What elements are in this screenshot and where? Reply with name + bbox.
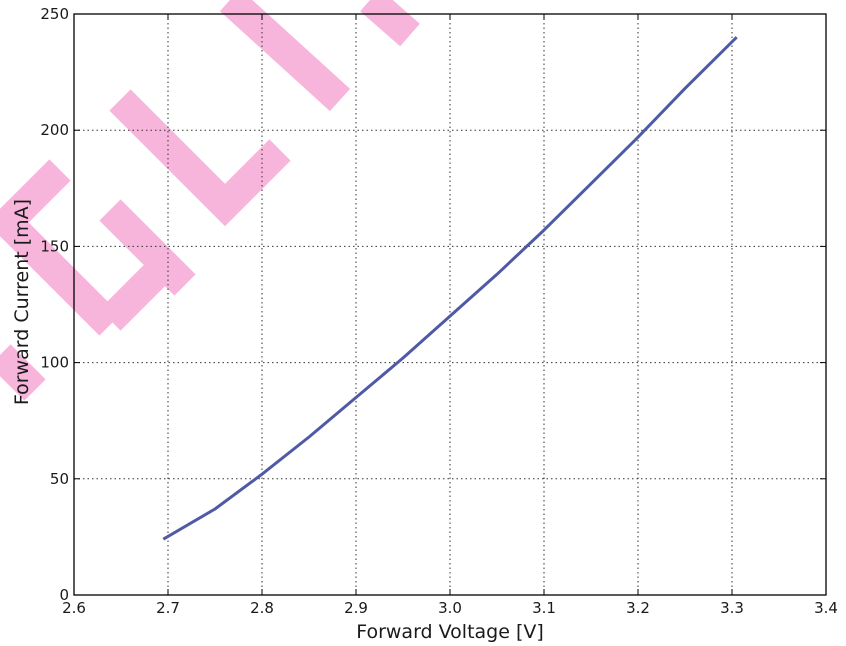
x-tick-label: 3.4 [814, 599, 838, 617]
y-axis-title: Forward Current [mA] [11, 199, 33, 405]
x-axis-title: Forward Voltage [V] [356, 621, 544, 643]
x-tick-label: 2.8 [250, 599, 274, 617]
y-tick-label: 200 [40, 121, 69, 139]
x-tick-label: 2.7 [156, 599, 180, 617]
y-tick-label: 0 [59, 586, 69, 604]
watermark [0, 0, 420, 401]
y-tick-labels: 0 50 100 150 200 250 [40, 5, 69, 604]
axis-ticks [73, 13, 827, 596]
watermark-letter-3 [360, 0, 420, 47]
watermark-letter-0 [0, 159, 196, 401]
series-layer [162, 36, 738, 541]
y-tick-label: 100 [40, 354, 69, 372]
x-tick-labels: 2.6 2.7 2.8 2.9 3.0 3.1 3.2 3.3 3.4 [62, 599, 838, 617]
series-line-0 [162, 36, 738, 541]
x-tick-label: 2.9 [344, 599, 368, 617]
plot-frame [73, 13, 827, 596]
x-tick-label: 3.3 [720, 599, 744, 617]
x-tick-label: 2.6 [62, 599, 86, 617]
y-tick-label: 150 [40, 237, 69, 255]
watermark-letter-2 [219, 0, 351, 112]
grid-lines [74, 14, 826, 595]
x-tick-label: 3.0 [438, 599, 462, 617]
y-tick-label: 50 [50, 470, 69, 488]
x-tick-label: 3.2 [626, 599, 650, 617]
y-tick-label: 250 [40, 5, 69, 23]
x-tick-label: 3.1 [532, 599, 556, 617]
watermark-letter-1 [109, 89, 291, 227]
